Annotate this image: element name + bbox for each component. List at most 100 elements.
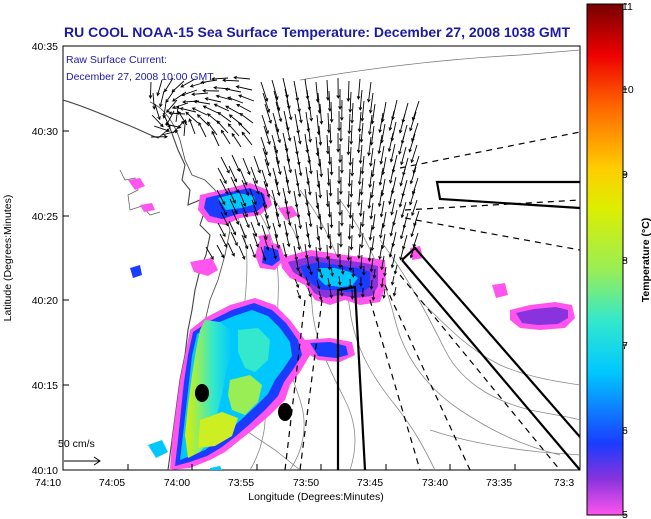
current-vector-head — [329, 171, 334, 176]
bay-outline — [119, 169, 161, 216]
current-vector — [371, 180, 375, 198]
x-tick-label: 73:3 — [554, 477, 575, 489]
current-vector — [349, 256, 352, 271]
y-tick-label: 40:20 — [32, 295, 58, 307]
current-vector-head — [164, 134, 168, 139]
current-vector-head — [242, 203, 247, 207]
current-vector-head — [277, 139, 282, 144]
current-vector — [271, 189, 277, 206]
current-vector — [411, 122, 419, 142]
current-vector — [217, 112, 232, 123]
current-vector-head — [409, 201, 413, 206]
current-vector-head — [368, 184, 372, 189]
current-vector — [261, 169, 268, 187]
current-vector — [275, 101, 282, 122]
current-vector-head — [245, 192, 250, 197]
current-vector-head — [369, 215, 374, 220]
current-vector — [372, 213, 376, 230]
colorbar-ticks: 5 6 7 8 9 10 11 — [622, 1, 634, 519]
current-vector-head — [148, 95, 153, 99]
current-vector — [349, 201, 352, 218]
current-vector — [261, 224, 268, 240]
coastline — [63, 99, 211, 470]
current-vector — [306, 144, 310, 164]
current-vector-head — [252, 254, 256, 259]
current-vector-head — [330, 272, 334, 277]
chart-title: RU COOL NOAA-15 Sea Surface Temperature:… — [64, 24, 570, 40]
current-vector — [230, 231, 238, 246]
current-vector — [188, 118, 196, 135]
current-vector — [317, 257, 320, 272]
current-vector — [252, 232, 259, 247]
current-vector-head — [164, 88, 168, 93]
current-vector-head — [268, 119, 272, 124]
current-vector — [275, 211, 281, 228]
current-vector-head — [222, 78, 226, 83]
current-vector-head — [238, 122, 242, 126]
current-vector — [393, 286, 397, 296]
current-vector — [282, 77, 288, 98]
current-vector-head — [172, 98, 176, 102]
current-vector-head — [228, 114, 233, 118]
current-vector-head — [263, 204, 268, 209]
current-vector-head — [389, 232, 394, 237]
current-vector — [197, 114, 210, 127]
current-vector-head — [159, 123, 164, 128]
current-vector-head — [318, 247, 322, 252]
current-vector — [348, 245, 350, 261]
current-vector — [180, 78, 196, 88]
current-vector — [318, 180, 321, 198]
current-vector-head — [387, 148, 392, 153]
current-vector — [379, 112, 384, 133]
current-vector — [378, 189, 383, 207]
x-tick-label: 73:55 — [228, 477, 254, 489]
current-vector — [328, 145, 331, 165]
current-vector-head — [177, 110, 182, 115]
current-vector-head — [359, 265, 363, 270]
current-vector-head — [220, 129, 225, 134]
current-vector-head — [369, 162, 373, 167]
current-vector — [283, 110, 289, 131]
current-vector-head — [377, 203, 382, 208]
current-vector — [371, 103, 376, 124]
current-vector — [371, 235, 375, 251]
current-vector-head — [329, 224, 334, 229]
current-vector — [349, 91, 352, 113]
current-vector-head — [309, 117, 314, 122]
current-vector-head — [316, 285, 321, 290]
current-vector — [225, 105, 241, 115]
current-vector — [260, 191, 267, 208]
current-vector-head — [366, 98, 371, 103]
current-vector — [305, 276, 310, 286]
current-vector — [361, 100, 365, 121]
current-vector — [399, 245, 405, 260]
x-tick-label: 73:45 — [357, 477, 383, 489]
current-vector-head — [233, 178, 238, 183]
current-vector — [349, 278, 351, 289]
current-vector-head — [328, 192, 333, 197]
current-vector — [296, 179, 301, 197]
current-vector — [381, 101, 387, 122]
current-vector — [181, 89, 198, 96]
current-vector-head — [265, 215, 269, 219]
current-vector — [316, 114, 320, 135]
current-vector-head — [217, 111, 222, 116]
current-vector-head — [232, 231, 237, 236]
current-vector — [242, 212, 250, 228]
current-vector-head — [298, 225, 303, 230]
current-vector-head — [286, 243, 291, 248]
current-vector — [192, 107, 208, 116]
current-vector — [329, 123, 332, 144]
current-vector — [165, 88, 176, 103]
current-vector — [238, 94, 255, 102]
current-vector-head — [295, 284, 300, 289]
current-vector-head — [220, 254, 225, 259]
current-vector-head — [188, 118, 192, 123]
current-vector — [242, 157, 251, 175]
current-vector — [369, 169, 373, 188]
current-vector — [227, 187, 236, 204]
island-outline — [299, 49, 580, 81]
current-vector — [318, 290, 322, 300]
current-vector-head — [254, 212, 259, 216]
current-vector-head — [244, 245, 249, 250]
